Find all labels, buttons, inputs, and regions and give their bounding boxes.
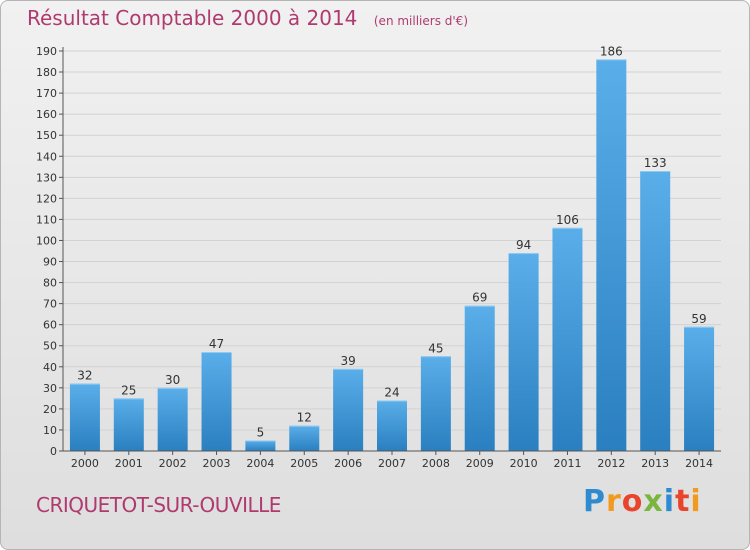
y-tick-label: 20 [43,403,57,416]
bar [377,400,407,451]
y-tick-label: 80 [43,277,57,290]
y-tick-label: 50 [43,340,57,353]
y-tick-label: 130 [36,171,57,184]
data-label: 30 [165,373,180,387]
y-tick-label: 170 [36,87,57,100]
y-tick-label: 160 [36,108,57,121]
bar [464,305,495,451]
chart-subtitle: (en milliers d'€) [373,14,468,28]
data-label: 25 [121,383,136,397]
x-tick-label: 2008 [422,457,450,470]
data-label: 133 [644,156,667,170]
brand-letter: i [663,484,676,519]
y-tick-label: 70 [43,298,57,311]
x-tick-label: 2013 [641,457,669,470]
brand-letter: t [675,484,691,519]
y-tick-label: 30 [43,382,57,395]
brand-letter: r [606,484,622,519]
commune-name: CRIQUETOT-SUR-OUVILLE [36,493,281,517]
bar [289,425,320,451]
y-tick-label: 90 [43,256,57,269]
bar [640,171,671,451]
x-tick-label: 2000 [71,457,99,470]
x-tick-label: 2002 [159,457,187,470]
data-label: 69 [472,291,487,305]
data-label: 24 [384,385,399,399]
y-tick-label: 120 [36,192,57,205]
y-tick-label: 140 [36,150,57,163]
y-tick-label: 60 [43,319,57,332]
data-label: 32 [77,369,92,383]
brand-letter: i [690,484,702,519]
data-label: 186 [600,44,623,58]
bar [552,227,583,451]
y-tick-label: 10 [43,424,57,437]
x-tick-label: 2009 [466,457,494,470]
chart-title: Résultat Comptable 2000 à 2014 [27,6,358,30]
bar [684,326,715,451]
x-tick-label: 2007 [378,457,406,470]
bar [201,352,232,451]
bar [333,368,364,451]
bar [508,253,539,451]
brand-letter: o [621,484,644,519]
y-tick-label: 0 [50,445,57,458]
x-tick-label: 2001 [115,457,143,470]
bar [245,440,276,451]
brand-logo: Proxiti [583,484,702,519]
y-tick-label: 110 [36,213,57,226]
bar [596,59,627,451]
x-tick-label: 2003 [203,457,231,470]
x-tick-label: 2011 [553,457,581,470]
data-label: 47 [209,337,224,351]
data-label: 12 [297,411,312,425]
x-tick-label: 2010 [510,457,538,470]
brand-letter: x [643,484,664,519]
data-label: 59 [691,312,706,326]
bar [69,383,100,451]
axes [59,47,721,455]
data-label: 5 [257,425,265,439]
y-tick-label: 40 [43,361,57,374]
bar [157,387,188,451]
y-tick-label: 190 [36,45,57,58]
data-label: 94 [516,238,531,252]
x-tick-label: 2012 [597,457,625,470]
data-label: 39 [340,354,355,368]
y-tick-label: 150 [36,129,57,142]
y-tick-label: 180 [36,66,57,79]
y-tick-label: 100 [36,234,57,247]
bar [113,398,144,451]
x-tick-label: 2014 [685,457,713,470]
bar [420,356,451,451]
x-tick-label: 2006 [334,457,362,470]
data-label: 45 [428,341,443,355]
data-label: 106 [556,213,579,227]
brand-letter: P [583,484,606,519]
x-tick-label: 2005 [290,457,318,470]
bars [69,59,715,451]
x-tick-label: 2004 [246,457,274,470]
labels: 0 10 20 30 40 50 60 70 80 90 100 110 120 130 140 150 160… [36,44,713,470]
title-line: Résultat Comptable 2000 à 2014 (en milli… [27,6,468,30]
